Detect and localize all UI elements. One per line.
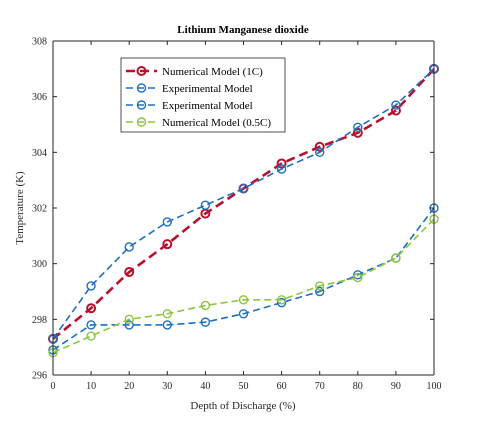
x-tick-label: 100 (427, 381, 442, 392)
series-line (52, 218, 435, 354)
y-tick-label: 302 (32, 204, 47, 215)
data-point (315, 281, 325, 291)
data-point (124, 242, 134, 252)
legend-swatch-marker (136, 66, 147, 76)
legend-entry-label: Numerical Model (0.5C) (162, 117, 271, 129)
data-point (391, 253, 401, 263)
y-axis-ticks: 296 298 300 302 304 306 308 (32, 37, 434, 382)
x-tick-label: 90 (391, 381, 401, 392)
data-point (390, 105, 401, 116)
data-point (353, 122, 363, 132)
data-point (162, 217, 173, 227)
x-tick-label: 70 (315, 381, 325, 392)
x-axis-label: Depth of Discharge (%) (190, 400, 296, 412)
data-point (314, 141, 325, 152)
x-tick-label: 80 (353, 381, 363, 392)
x-tick-label: 40 (200, 381, 210, 392)
data-point (86, 331, 96, 341)
data-point (162, 309, 173, 319)
y-tick-label: 300 (32, 259, 47, 270)
chart-title: Lithium Manganese dioxide (177, 24, 309, 36)
data-point (162, 239, 173, 250)
data-point (124, 267, 135, 278)
y-tick-label: 304 (32, 148, 47, 159)
legend: Numerical Model (1C) Experimental Model Ex… (120, 57, 286, 133)
y-tick-label: 306 (32, 92, 47, 103)
x-tick-label: 0 (51, 381, 56, 392)
legend-swatch-marker (136, 100, 147, 110)
data-point (86, 320, 96, 330)
legend-swatch-marker (136, 83, 147, 93)
series-layer (48, 63, 439, 358)
x-tick-label: 20 (124, 381, 134, 392)
data-point (276, 158, 287, 169)
data-point (276, 297, 287, 308)
legend-entry-label: Experimental Model (162, 83, 253, 95)
y-tick-label: 296 (32, 371, 47, 382)
x-tick-label: 60 (277, 381, 287, 392)
data-point (86, 303, 97, 314)
data-point (124, 314, 134, 325)
data-point (238, 295, 249, 305)
data-point (352, 127, 363, 138)
data-point (200, 300, 211, 311)
data-point (315, 286, 325, 297)
data-point (315, 147, 325, 158)
data-point (276, 164, 287, 174)
series-line (52, 68, 435, 340)
legend-entry-label: Experimental Model (162, 100, 253, 112)
data-point (86, 281, 96, 291)
data-point (162, 320, 173, 330)
x-tick-label: 30 (162, 381, 172, 392)
y-tick-label: 308 (32, 37, 47, 48)
data-point (391, 100, 401, 110)
legend-swatch-marker (136, 117, 147, 127)
data-point (353, 272, 363, 283)
data-point (276, 295, 287, 305)
data-point (200, 317, 211, 327)
data-point (238, 183, 249, 194)
data-point (238, 309, 249, 319)
x-tick-label: 10 (86, 381, 96, 392)
y-axis-label: Temperature (K) (14, 171, 26, 245)
x-axis-ticks: 0 10 20 30 40 50 60 70 80 90 100 (51, 41, 442, 392)
y-tick-label: 298 (32, 315, 47, 326)
x-tick-label: 50 (239, 381, 249, 392)
data-point (200, 200, 211, 210)
data-point (124, 320, 134, 330)
legend-entry-label: Numerical Model (1C) (162, 66, 263, 78)
series-2 (48, 64, 439, 344)
